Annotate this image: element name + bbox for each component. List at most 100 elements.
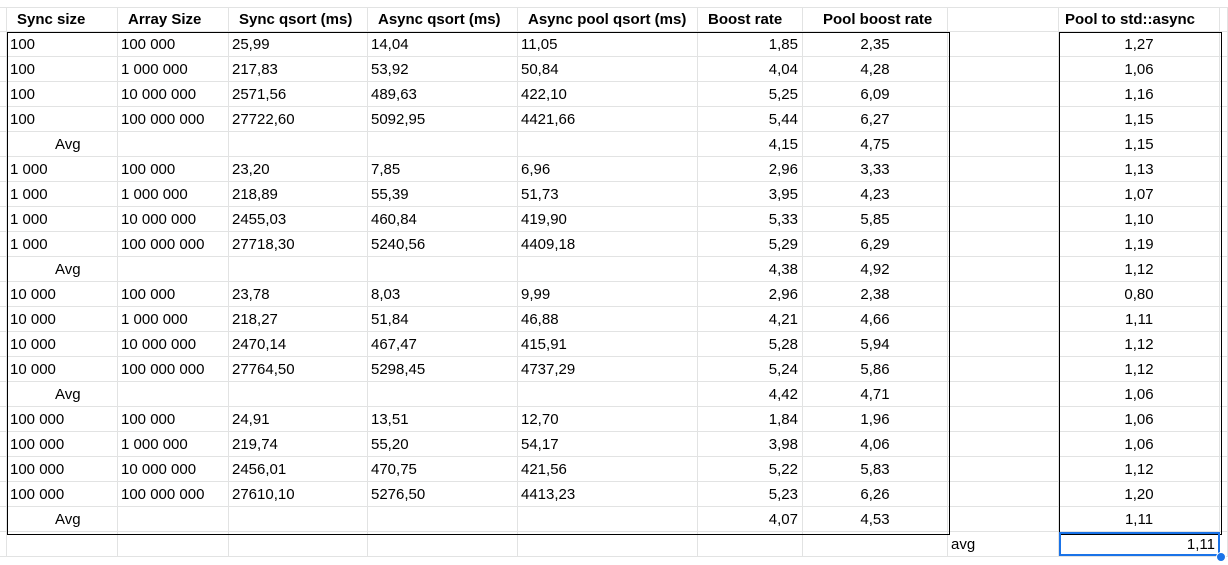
cell-async-pool-qsort[interactable]: 422,10 [518, 82, 698, 107]
cell-pool-to-async[interactable]: 1,16 [1059, 82, 1220, 107]
cell-async-pool-qsort[interactable]: 11,05 [518, 32, 698, 57]
cell-blank[interactable] [948, 407, 1059, 432]
cell-blank[interactable] [948, 207, 1059, 232]
cell-sync-size[interactable]: 100 000 [7, 432, 118, 457]
cell-pool-boost-rate[interactable]: 4,66 [803, 307, 948, 332]
cell-sync-qsort[interactable]: 27718,30 [229, 232, 368, 257]
cell-async-qsort[interactable] [368, 132, 518, 157]
cell-sync-qsort[interactable]: 2571,56 [229, 82, 368, 107]
cell-sync-size[interactable]: 1 000 [7, 207, 118, 232]
cell-async-pool-qsort[interactable]: 4737,29 [518, 357, 698, 382]
cell-boost-rate[interactable]: 3,95 [698, 182, 803, 207]
cell-array-size[interactable]: 100 000 [118, 157, 229, 182]
cell-pool-to-async[interactable]: 1,07 [1059, 182, 1220, 207]
cell-pool-boost-rate[interactable]: 4,71 [803, 382, 948, 407]
cell-boost-rate[interactable]: 5,44 [698, 107, 803, 132]
cell-blank[interactable] [948, 382, 1059, 407]
trailing-cell[interactable] [1220, 257, 1228, 282]
cell-async-pool-qsort[interactable]: 4421,66 [518, 107, 698, 132]
cell-async-pool-qsort[interactable]: 6,96 [518, 157, 698, 182]
cell-boost-rate[interactable]: 5,23 [698, 482, 803, 507]
cell-blank[interactable] [948, 482, 1059, 507]
cell-sync-qsort[interactable]: 24,91 [229, 407, 368, 432]
cell-boost-rate[interactable]: 4,21 [698, 307, 803, 332]
cell-async-qsort[interactable]: 14,04 [368, 32, 518, 57]
trailing-cell[interactable] [1220, 232, 1228, 257]
cell-pool-boost-rate[interactable]: 5,83 [803, 457, 948, 482]
cell-pool-to-async[interactable]: 1,15 [1059, 132, 1220, 157]
header-sync-qsort[interactable]: Sync qsort (ms) [229, 7, 368, 32]
cell-async-pool-qsort[interactable]: 51,73 [518, 182, 698, 207]
cell-blank[interactable] [948, 357, 1059, 382]
cell-sync-size[interactable]: 100 000 [7, 457, 118, 482]
gutter-cell[interactable] [0, 232, 7, 257]
cell-async-pool-qsort[interactable]: 421,56 [518, 457, 698, 482]
cell-array-size[interactable]: 10 000 000 [118, 82, 229, 107]
cell-pool-to-async[interactable]: 1,13 [1059, 157, 1220, 182]
footer-blank[interactable]: avg [948, 532, 1059, 557]
cell-sync-qsort[interactable]: 27764,50 [229, 357, 368, 382]
trailing-cell[interactable] [1220, 107, 1228, 132]
header-async-qsort[interactable]: Async qsort (ms) [368, 7, 518, 32]
cell-async-pool-qsort[interactable]: 54,17 [518, 432, 698, 457]
cell-async-qsort[interactable]: 5298,45 [368, 357, 518, 382]
cell-sync-size[interactable]: 1 000 [7, 182, 118, 207]
trailing-cell[interactable] [1220, 157, 1228, 182]
gutter-cell[interactable] [0, 7, 7, 32]
trailing-cell[interactable] [1220, 407, 1228, 432]
cell-sync-qsort[interactable]: 23,20 [229, 157, 368, 182]
cell-sync-qsort[interactable]: 2470,14 [229, 332, 368, 357]
cell-sync-qsort[interactable]: 219,74 [229, 432, 368, 457]
cell-boost-rate[interactable]: 4,07 [698, 507, 803, 532]
cell-boost-rate[interactable]: 3,98 [698, 432, 803, 457]
cell-sync-qsort[interactable] [229, 382, 368, 407]
cell-async-qsort[interactable]: 55,20 [368, 432, 518, 457]
gutter-cell[interactable] [0, 182, 7, 207]
cell-pool-boost-rate[interactable]: 2,35 [803, 32, 948, 57]
cell-async-pool-qsort[interactable]: 4409,18 [518, 232, 698, 257]
gutter-cell[interactable] [0, 282, 7, 307]
gutter-cell[interactable] [0, 157, 7, 182]
cell-async-pool-qsort[interactable]: 419,90 [518, 207, 698, 232]
cell-sync-qsort[interactable]: 27722,60 [229, 107, 368, 132]
cell-pool-to-async[interactable]: 1,27 [1059, 32, 1220, 57]
cell-sync-size[interactable]: Avg [7, 507, 118, 532]
cell-async-qsort[interactable]: 460,84 [368, 207, 518, 232]
header-async-pool-qsort[interactable]: Async pool qsort (ms) [518, 7, 698, 32]
gutter-cell[interactable] [0, 307, 7, 332]
cell-pool-to-async[interactable]: 1,10 [1059, 207, 1220, 232]
cell-boost-rate[interactable]: 5,22 [698, 457, 803, 482]
cell-array-size[interactable]: 100 000 [118, 32, 229, 57]
cell-pool-to-async[interactable]: 1,20 [1059, 482, 1220, 507]
cell-pool-to-async[interactable]: 1,11 [1059, 307, 1220, 332]
trailing-cell[interactable] [1220, 357, 1228, 382]
gutter-cell[interactable] [0, 207, 7, 232]
cell-sync-qsort[interactable] [229, 257, 368, 282]
trailing-cell[interactable] [1220, 332, 1228, 357]
cell-sync-size[interactable]: Avg [7, 257, 118, 282]
cell-blank[interactable] [948, 157, 1059, 182]
cell-pool-to-async[interactable]: 1,12 [1059, 357, 1220, 382]
trailing-cell[interactable] [1220, 132, 1228, 157]
cell-pool-to-async[interactable]: 1,06 [1059, 407, 1220, 432]
cell-async-qsort[interactable] [368, 382, 518, 407]
gutter-cell[interactable] [0, 332, 7, 357]
cell-array-size[interactable]: 10 000 000 [118, 457, 229, 482]
cell-boost-rate[interactable]: 1,85 [698, 32, 803, 57]
cell-boost-rate[interactable]: 1,84 [698, 407, 803, 432]
gutter-cell[interactable] [0, 457, 7, 482]
gutter-cell[interactable] [0, 357, 7, 382]
cell-async-qsort[interactable]: 470,75 [368, 457, 518, 482]
cell-sync-qsort[interactable]: 27610,10 [229, 482, 368, 507]
footer-sync-qsort[interactable] [229, 532, 368, 557]
trailing-cell[interactable] [1220, 82, 1228, 107]
cell-boost-rate[interactable]: 5,24 [698, 357, 803, 382]
cell-sync-size[interactable]: 10 000 [7, 282, 118, 307]
cell-array-size[interactable]: 100 000 000 [118, 482, 229, 507]
cell-sync-qsort[interactable] [229, 507, 368, 532]
cell-async-pool-qsort[interactable] [518, 132, 698, 157]
trailing-cell[interactable] [1220, 382, 1228, 407]
cell-sync-size[interactable]: 100 [7, 32, 118, 57]
gutter-cell[interactable] [0, 57, 7, 82]
cell-sync-qsort[interactable]: 25,99 [229, 32, 368, 57]
